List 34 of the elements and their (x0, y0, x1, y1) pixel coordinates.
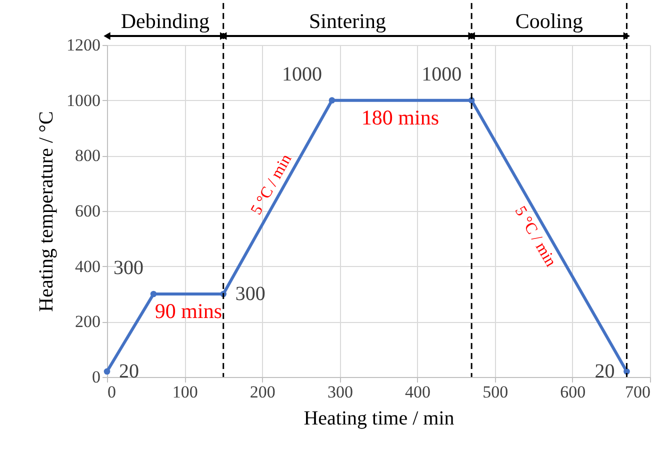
y-tick-label: 600 (75, 202, 100, 220)
text: Cooling (515, 9, 584, 33)
point (150, 290, 157, 298)
point (104, 368, 110, 375)
x-tick-label: 0 (108, 382, 116, 402)
x-tick-label: 700 (625, 382, 650, 402)
point (328, 97, 336, 104)
y-tick-label: 800 (75, 146, 100, 166)
x-tick-label: 300 (327, 382, 353, 402)
x-tick-label: 400 (405, 382, 431, 402)
text: Sintering (308, 9, 386, 33)
data-label: 20 (594, 360, 615, 382)
data-label: 1000 (422, 63, 462, 86)
y-tick-label: 1200 (66, 36, 100, 54)
y-tick-label: 1000 (66, 90, 100, 110)
y-tick-label: 400 (75, 256, 100, 276)
data-label: 300 (114, 257, 144, 279)
x-tick-label: 500 (482, 382, 508, 402)
annotation: 180 mins (361, 105, 440, 130)
y-tick-label: 200 (75, 312, 100, 332)
x-tick-label: 100 (172, 382, 198, 402)
y-tick-label: 0 (92, 368, 100, 386)
text: Debinding (120, 9, 210, 33)
annotation: 90 mins (154, 299, 222, 323)
y-axis-title: Heating temperature / °C (36, 111, 58, 312)
x-axis-title: Heating time / min (304, 408, 454, 430)
x-tick-label: 600 (560, 382, 586, 402)
data-label: 300 (235, 283, 266, 305)
data-label: 1000 (282, 63, 322, 86)
point (624, 368, 630, 375)
data-label: 20 (119, 360, 139, 382)
annotation: 5 °C / min (248, 152, 296, 218)
x-tick-label: 200 (250, 382, 276, 402)
annotation: 5 °C / min (511, 204, 560, 270)
